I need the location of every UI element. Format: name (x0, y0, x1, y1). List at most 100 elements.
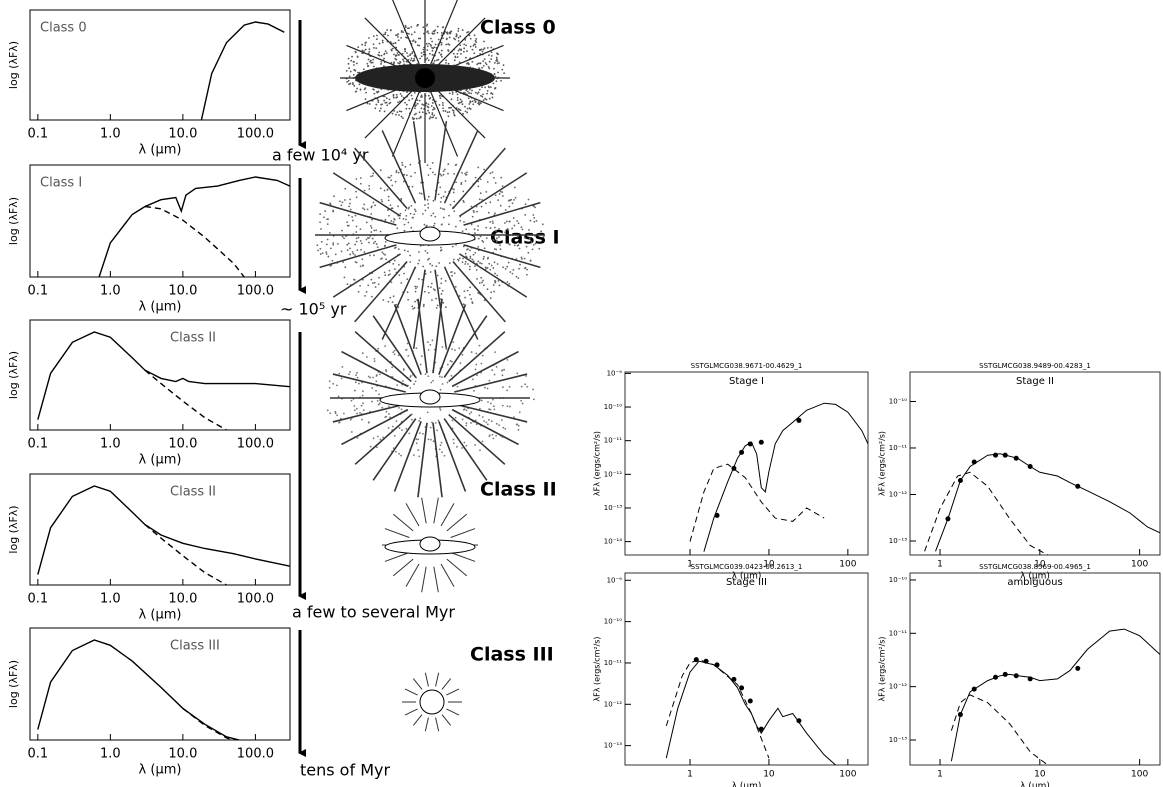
dust (385, 370, 388, 373)
dust (396, 384, 399, 387)
dust (498, 62, 501, 64)
dust (411, 52, 413, 55)
dust (465, 444, 468, 447)
dust (488, 67, 491, 70)
ray (332, 253, 401, 298)
dust (428, 111, 431, 114)
dust (473, 228, 476, 231)
x-axis-label: λ (μm) (139, 143, 182, 158)
dust (399, 212, 402, 215)
dust (436, 429, 438, 432)
ray (393, 304, 422, 375)
panel-title: SSTGLMCG038.9489-00.4283_1 (979, 362, 1091, 370)
dust (431, 171, 434, 174)
dust (347, 79, 350, 82)
dust (380, 103, 383, 106)
y-tick-label: 10⁻¹¹ (889, 629, 907, 637)
dust (450, 374, 453, 377)
ray (372, 315, 417, 378)
dust (353, 404, 356, 407)
dust (480, 205, 483, 208)
dust (372, 58, 375, 61)
dust (329, 412, 332, 415)
dust (470, 422, 472, 424)
dust (387, 300, 390, 303)
dust (369, 225, 372, 227)
dust (414, 107, 416, 110)
dust (421, 278, 424, 281)
dust (439, 388, 442, 391)
dust (477, 185, 480, 188)
dust (475, 38, 478, 40)
dust (441, 346, 444, 348)
dust (427, 285, 430, 288)
dust (420, 107, 423, 110)
dust (365, 221, 368, 224)
x-tick-label: 1 (937, 560, 943, 570)
dust (371, 218, 373, 221)
dust (434, 215, 437, 218)
dust (502, 195, 504, 197)
dust (385, 258, 388, 261)
dust (345, 69, 348, 72)
dust (540, 230, 542, 233)
dust (432, 106, 435, 109)
dust (422, 104, 425, 106)
dust (491, 433, 494, 436)
dust (413, 113, 416, 116)
dust (432, 212, 435, 215)
panel-title: SSTGLMCG038.8569-00.4965_1 (979, 563, 1091, 571)
dust (465, 424, 468, 427)
dust (372, 437, 375, 440)
dust (399, 61, 402, 64)
dust (491, 171, 494, 174)
ray (463, 201, 541, 226)
dust (354, 214, 357, 217)
dust (380, 63, 382, 65)
dust (459, 52, 462, 55)
dust (405, 174, 408, 177)
panel: 1 10 100 10⁻¹⁰ 10⁻¹¹ 10⁻¹² 10⁻¹³ λ (μm) λFλ (erg… (878, 362, 1161, 582)
dust (408, 206, 410, 209)
dust (372, 35, 375, 38)
dust (492, 267, 495, 269)
dust (387, 176, 390, 179)
ray (463, 244, 541, 269)
dust (506, 265, 509, 268)
dust (454, 416, 457, 419)
dust (507, 261, 510, 264)
dust (400, 36, 402, 39)
dust (442, 170, 445, 173)
y-tick-label: 10⁻⁹ (607, 576, 623, 584)
dust (368, 37, 370, 39)
dust (348, 75, 351, 78)
dust (403, 223, 406, 226)
dust (361, 390, 364, 393)
dust (403, 249, 406, 252)
dust (427, 206, 430, 209)
ray (446, 558, 468, 577)
dust (361, 352, 364, 355)
ray (384, 552, 410, 562)
dust (379, 169, 382, 172)
dust (398, 217, 401, 220)
dust (326, 238, 329, 241)
panel: 1 10 100 10⁻⁹ 10⁻¹⁰ 10⁻¹¹ 10⁻¹² 10⁻¹³ 10⁻¹⁴ λ (μm… (593, 362, 869, 582)
dust (348, 373, 350, 376)
data-point (714, 512, 720, 518)
dust (464, 252, 467, 255)
dust (374, 204, 377, 207)
panel: 1 10 100 10⁻¹⁰ 10⁻¹¹ 10⁻¹² 10⁻¹³ λ (μm) λFλ (erg… (878, 563, 1161, 787)
x-tick-label: 0.1 (27, 747, 48, 762)
dust (384, 345, 387, 348)
dust (495, 365, 498, 368)
dust (477, 91, 480, 94)
dust (463, 441, 466, 444)
dust (521, 258, 523, 260)
dust (407, 221, 410, 224)
dust (393, 53, 395, 56)
dust (479, 178, 482, 181)
data-point (758, 726, 764, 732)
dust (336, 242, 339, 245)
ray (450, 528, 476, 538)
